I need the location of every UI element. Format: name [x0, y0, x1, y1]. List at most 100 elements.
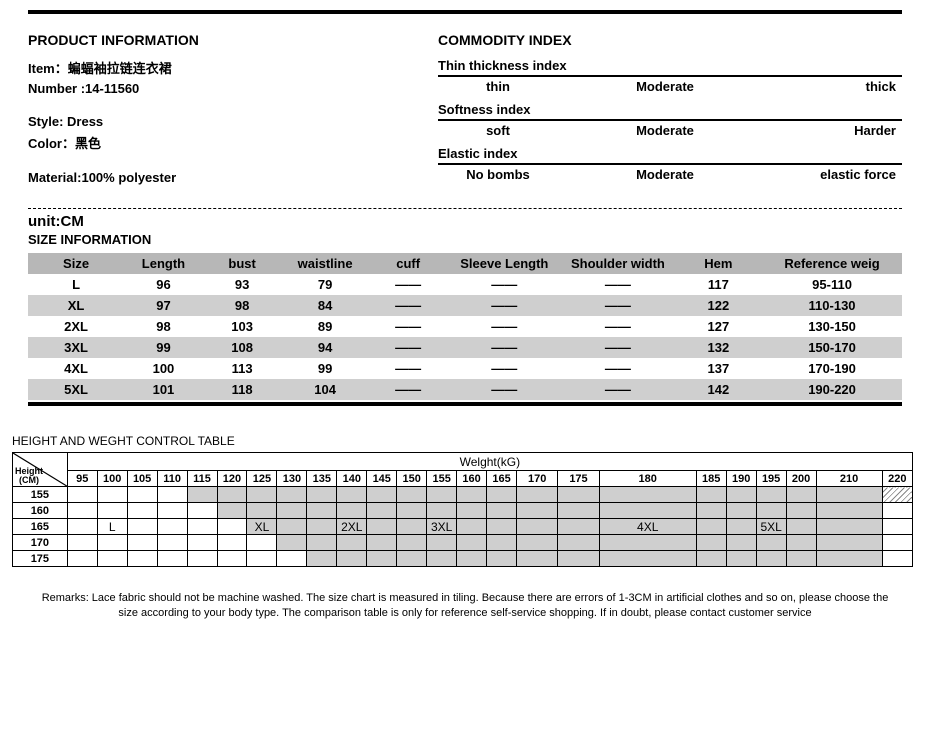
material-line: Material:100% polyester: [28, 170, 418, 185]
size-cell: 137: [675, 358, 762, 379]
hw-weight-header-cell: 140: [337, 471, 367, 487]
hw-cell: [127, 487, 157, 503]
hw-weight-header-cell: 195: [756, 471, 786, 487]
size-cell: 118: [203, 379, 282, 400]
hw-cell: [882, 551, 912, 567]
hw-cell: [696, 535, 726, 551]
hw-weight-header-cell: 175: [558, 471, 599, 487]
hw-cell: [726, 487, 756, 503]
size-cell: 122: [675, 295, 762, 316]
hw-cell: [247, 535, 277, 551]
hw-cell: [786, 535, 816, 551]
size-cell: 94: [281, 337, 368, 358]
hw-cell: [517, 503, 558, 519]
size-cell: ——: [447, 358, 561, 379]
hw-row: 170: [13, 535, 913, 551]
index-title: Softness index: [438, 102, 902, 117]
hw-cell: [487, 487, 517, 503]
hw-cell: [457, 551, 487, 567]
hw-cell: [277, 551, 307, 567]
hw-cell: [786, 551, 816, 567]
hw-cell: [247, 503, 277, 519]
hw-cell: [696, 487, 726, 503]
size-cell: 99: [281, 358, 368, 379]
hw-cell: [696, 551, 726, 567]
hw-cell: [599, 503, 696, 519]
hw-weight-header-cell: 180: [599, 471, 696, 487]
index-row: softModerateHarder: [438, 123, 902, 138]
hw-cell: [726, 503, 756, 519]
hw-height-cell: 165: [13, 519, 68, 535]
hw-row: 175: [13, 551, 913, 567]
hw-cell: [427, 551, 457, 567]
size-cell: 170-190: [762, 358, 902, 379]
size-cell: ——: [447, 379, 561, 400]
hw-cell: [97, 503, 127, 519]
size-cell: 104: [281, 379, 368, 400]
hw-cell: [882, 535, 912, 551]
size-cell: 150-170: [762, 337, 902, 358]
hw-weight-header-cell: 155: [427, 471, 457, 487]
size-cell: 117: [675, 274, 762, 295]
remarks-text: Remarks: Lace fabric should not be machi…: [0, 567, 930, 622]
hw-cell: [487, 551, 517, 567]
hw-cell: [816, 519, 882, 535]
size-row: 3XL9910894——————132150-170: [28, 337, 902, 358]
hw-cell: [367, 503, 397, 519]
hw-cell: [337, 487, 367, 503]
hw-cell: [367, 487, 397, 503]
size-table: SizeLengthbustwaistlinecuffSleeve Length…: [28, 253, 902, 400]
index-value-mid: Moderate: [558, 79, 772, 94]
hw-cell: [157, 487, 187, 503]
hw-cell: [427, 503, 457, 519]
size-cell: 127: [675, 316, 762, 337]
unit-label: unit:CM: [28, 213, 902, 230]
hw-cell: [367, 551, 397, 567]
hw-cell: [67, 487, 97, 503]
hw-cell: L: [97, 519, 127, 535]
hw-cell: [756, 535, 786, 551]
hw-height-cell: 160: [13, 503, 68, 519]
size-cell: 4XL: [28, 358, 124, 379]
size-col-header: waistline: [281, 253, 368, 274]
hw-cell: [307, 487, 337, 503]
index-group: Softness index softModerateHarder: [438, 102, 902, 138]
color-line: Color：黑色: [28, 133, 418, 152]
hw-cell: [517, 535, 558, 551]
hw-cell: [187, 503, 217, 519]
size-cell: ——: [369, 379, 448, 400]
index-rule: [438, 119, 902, 121]
size-col-header: Length: [124, 253, 203, 274]
hw-weight-header-cell: 165: [487, 471, 517, 487]
hw-cell: [397, 487, 427, 503]
hw-cell: [517, 487, 558, 503]
hw-cell: [187, 519, 217, 535]
hw-cell: [277, 487, 307, 503]
size-cell: L: [28, 274, 124, 295]
hw-cell: [367, 535, 397, 551]
size-cell: 79: [281, 274, 368, 295]
product-info-heading: PRODUCT INFORMATION: [28, 32, 418, 48]
size-cell: 113: [203, 358, 282, 379]
hw-cell: 2XL: [337, 519, 367, 535]
hw-cell: [397, 551, 427, 567]
hw-weight-header-cell: 125: [247, 471, 277, 487]
index-value-mid: Moderate: [558, 123, 772, 138]
hw-cell: [397, 503, 427, 519]
size-cell: ——: [561, 379, 675, 400]
hw-cell: [337, 551, 367, 567]
hw-cell: [337, 503, 367, 519]
hw-cell: [217, 487, 247, 503]
hw-weight-header-cell: 145: [367, 471, 397, 487]
hw-cell: [67, 535, 97, 551]
hw-cell: [157, 551, 187, 567]
hw-cell: [277, 519, 307, 535]
hw-cell: [816, 551, 882, 567]
size-row: XL979884——————122110-130: [28, 295, 902, 316]
hw-cell: [307, 535, 337, 551]
hw-cell: [457, 535, 487, 551]
hw-weight-header-cell: 160: [457, 471, 487, 487]
index-group: Elastic indexNo bombsModerateelastic for…: [438, 146, 902, 182]
top-rule-divider: [28, 10, 902, 14]
hw-cell: [816, 535, 882, 551]
